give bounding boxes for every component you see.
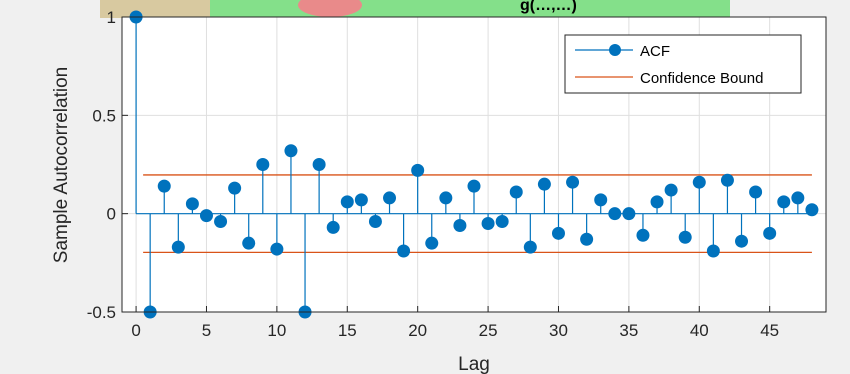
acf-stem-marker — [763, 226, 777, 240]
acf-stem-marker — [242, 236, 256, 250]
x-tick-label: 30 — [549, 321, 568, 340]
acf-stem-marker — [171, 240, 185, 254]
x-tick-label: 5 — [202, 321, 211, 340]
acf-stem-marker — [425, 236, 439, 250]
acf-stem-marker — [735, 234, 749, 248]
acf-stem-marker — [805, 203, 819, 217]
banner-green-block — [210, 0, 730, 18]
acf-stem-marker — [664, 183, 678, 197]
acf-stem-marker — [678, 230, 692, 244]
acf-stem-marker — [284, 144, 298, 158]
y-axis-label: Sample Autocorrelation — [51, 67, 72, 263]
acf-stem-marker — [551, 226, 565, 240]
legend-acf-label: ACF — [640, 43, 670, 60]
banner-pink-shape — [298, 0, 362, 17]
acf-stem-marker — [157, 179, 171, 193]
acf-stem-marker — [439, 191, 453, 205]
x-tick-label: 15 — [338, 321, 357, 340]
x-tick-label: 10 — [267, 321, 286, 340]
acf-stem-marker — [312, 158, 326, 171]
acf-stem-marker — [495, 215, 509, 229]
y-tick-label: -0.5 — [87, 303, 116, 322]
x-axis-label: Lag — [458, 354, 490, 374]
legend-bound-label: Confidence Bound — [640, 70, 763, 87]
acf-stem-marker — [791, 191, 805, 205]
acf-stem-marker — [256, 158, 270, 171]
acf-stem-marker — [481, 217, 495, 230]
x-tick-label: 25 — [479, 321, 498, 340]
axes-box — [121, 16, 827, 313]
acf-stem-marker — [749, 185, 763, 199]
acf-stem-marker — [720, 173, 734, 187]
acf-stem-marker — [692, 175, 706, 189]
acf-stem-marker — [326, 220, 340, 234]
acf-stem-marker — [608, 207, 622, 221]
x-tick-label: 35 — [619, 321, 638, 340]
acf-stem-marker — [270, 242, 284, 256]
acf-stem-marker — [411, 163, 425, 177]
top-banner: g(…,…) — [100, 0, 730, 18]
legend-acf-marker — [609, 44, 621, 56]
chart-title-fragment: g(…,…) — [520, 0, 577, 14]
acf-stem-marker — [467, 179, 481, 193]
acf-stem-marker — [453, 218, 467, 232]
acf-stem-marker — [185, 197, 199, 211]
acf-stem-marker — [706, 244, 720, 258]
acf-stem-marker — [397, 244, 411, 258]
x-tick-label: 0 — [131, 321, 140, 340]
x-tick-label: 45 — [760, 321, 779, 340]
acf-stem-marker — [509, 185, 523, 199]
acf-stem-marker — [368, 215, 382, 229]
banner-tan-block — [100, 0, 220, 18]
acf-stem-marker — [214, 215, 228, 229]
acf-stem-marker — [594, 193, 608, 207]
acf-stem-marker — [777, 195, 791, 209]
y-tick-label: 0.5 — [92, 106, 116, 125]
acf-stem-marker — [383, 191, 397, 205]
x-tick-label: 20 — [408, 321, 427, 340]
legend: ACF Confidence Bound — [564, 34, 802, 94]
acf-stem-marker — [537, 177, 551, 191]
acf-stem-marker — [650, 195, 664, 209]
x-tick-label: 40 — [690, 321, 709, 340]
acf-stem-marker — [228, 181, 242, 195]
acf-stem-marker — [340, 195, 354, 209]
acf-stem-marker — [622, 207, 636, 221]
y-tick-labels: -0.5 0 0.5 1 — [87, 8, 128, 322]
acf-stem-marker — [199, 209, 213, 223]
y-tick-label: 1 — [107, 8, 116, 27]
y-tick-label: 0 — [107, 205, 116, 224]
acf-stem-marker — [523, 240, 537, 254]
x-tick-labels: 0 5 10 15 20 25 30 35 40 45 — [131, 306, 779, 340]
acf-stem-marker — [580, 232, 594, 246]
acf-stem-marker — [566, 175, 580, 189]
acf-stem-marker — [636, 228, 650, 242]
acf-stem-marker — [354, 193, 368, 207]
legend-box — [564, 34, 802, 94]
